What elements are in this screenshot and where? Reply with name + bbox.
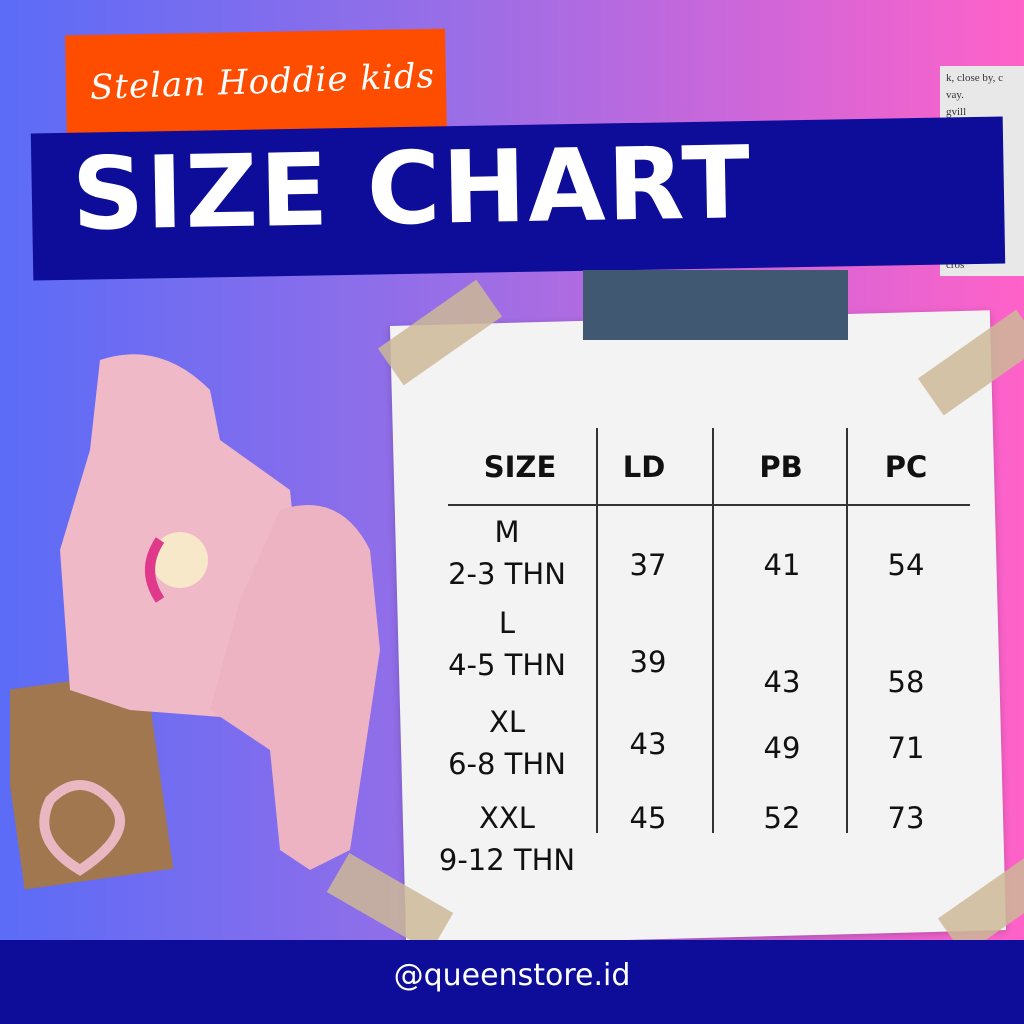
age-range: 6-8 THN (448, 747, 566, 781)
header-ld: LD (622, 450, 666, 484)
footer-bar (0, 940, 1024, 1024)
size-label: M (494, 515, 520, 549)
scrap-line: gvill (946, 106, 967, 118)
note-tab (583, 270, 848, 340)
pb-value: 41 (763, 548, 801, 582)
column-divider (846, 428, 848, 833)
store-handle: @queenstore.id (393, 958, 631, 993)
page-title: SIZE CHART (71, 123, 754, 253)
ld-value: 43 (629, 727, 667, 761)
size-label: L (498, 606, 516, 640)
header-size: SIZE (483, 450, 557, 484)
column-divider (596, 428, 598, 833)
age-range: 9-12 THN (438, 843, 576, 877)
column-divider (712, 428, 714, 833)
header-pc: PC (884, 450, 928, 484)
header-pb: PB (759, 450, 803, 484)
pb-value: 49 (763, 731, 801, 765)
size-label: XL (488, 705, 526, 739)
size-label: XXL (479, 801, 535, 835)
scrap-line: vay. (946, 89, 964, 101)
scrap-line: k, close by, c (946, 72, 1004, 84)
pb-value: 43 (763, 665, 801, 699)
pc-value: 73 (887, 801, 925, 835)
ld-value: 45 (629, 801, 667, 835)
pb-value: 52 (763, 801, 801, 835)
pc-value: 58 (887, 665, 925, 699)
age-range: 2-3 THN (448, 557, 566, 591)
ld-value: 39 (629, 645, 667, 679)
age-range: 4-5 THN (448, 648, 566, 682)
pc-value: 71 (887, 731, 925, 765)
pc-value: 54 (887, 548, 925, 582)
ld-value: 37 (629, 548, 667, 582)
header-divider (448, 504, 970, 506)
hoodie-set-photo (10, 354, 380, 890)
